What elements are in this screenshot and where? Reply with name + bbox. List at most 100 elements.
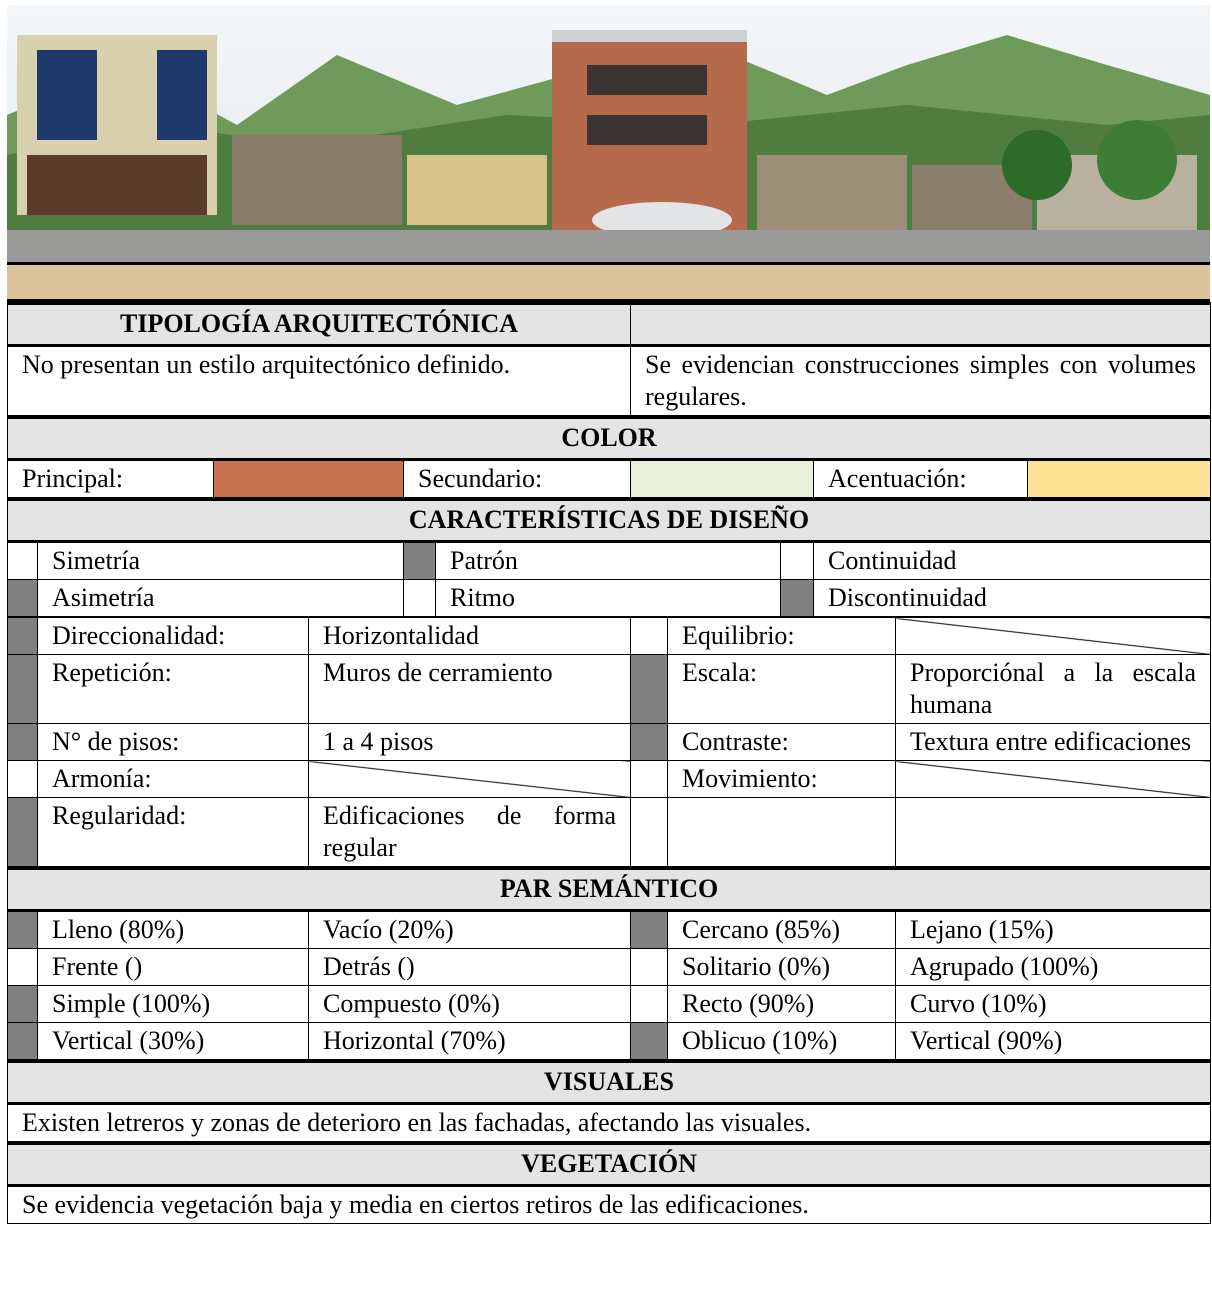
option-label: Simetría — [37, 541, 404, 580]
description: No presentan un estilo arquitectónico de… — [7, 345, 631, 416]
visuals-table: VISUALES Existen letreros y zonas de dete… — [7, 1060, 1211, 1142]
row: Repetición: Muros de cerramiento Escala: Pr… — [7, 654, 1211, 724]
row: Frente () Detrás () Solitario (0%) Agrupado… — [7, 948, 1212, 986]
design-table: CARACTERÍSTICAS DE DISEÑO Simetría Patrón C… — [6, 498, 1212, 617]
row: Direccionalidad: Horizontalidad Equilibrio… — [7, 617, 1211, 655]
color-table: COLOR Principal: Secundario: Acentuación: — [6, 416, 1212, 498]
attribute-label: Contraste: — [667, 723, 896, 761]
color-swatch — [1026, 459, 1212, 498]
pair-term: Vacío (20%) — [308, 910, 631, 949]
attribute-label: Regularidad: — [37, 797, 309, 867]
pair-term: Lleno (80%) — [37, 910, 309, 949]
pair-term: Frente () — [37, 948, 309, 986]
pair-term: Agrupado (100%) — [894, 948, 1212, 986]
attribute-label: Direccionalidad: — [37, 617, 309, 655]
attribute-label: Repetición: — [37, 654, 309, 724]
attribute-value: Edificaciones de forma regular — [308, 797, 631, 867]
attribute-label: Escala: — [667, 654, 896, 724]
checkbox — [630, 617, 668, 655]
checkbox — [7, 910, 38, 949]
description: Existen letreros y zonas de deterioro en… — [7, 1103, 1211, 1142]
pair-term: Vertical (30%) — [37, 1022, 309, 1060]
checkbox — [7, 797, 38, 867]
checkbox — [630, 797, 668, 867]
row: Simetría Patrón Continuidad — [7, 541, 1212, 580]
pair-term: Cercano (85%) — [667, 910, 896, 949]
section-header: PAR SEMÁNTICO — [6, 867, 1212, 912]
row: Simple (100%) Compuesto (0%) Recto (90%) Cu… — [7, 985, 1212, 1023]
section-header: CARACTERÍSTICAS DE DISEÑO — [6, 498, 1212, 543]
description: Se evidencia vegetación baja y media en … — [7, 1185, 1211, 1224]
option-label: Discontinuidad — [812, 579, 1212, 617]
pair-term: Recto (90%) — [667, 985, 896, 1023]
option-label: Ritmo — [435, 579, 781, 617]
attribute-value: Textura entre edificaciones — [895, 723, 1211, 761]
description: Se evidencian construcciones simples con… — [630, 345, 1211, 416]
empty-cell — [895, 797, 1211, 867]
color-band — [7, 262, 1210, 302]
attribute-label: Movimiento: — [667, 760, 896, 798]
row: Se evidencia vegetación baja y media en … — [7, 1185, 1211, 1224]
color-swatch — [213, 459, 404, 498]
row: Regularidad: Edificaciones de forma regul… — [7, 797, 1211, 867]
color-label: Acentuación: — [813, 459, 1028, 498]
checkbox — [403, 541, 436, 580]
row: Asimetría Ritmo Discontinuidad — [7, 579, 1212, 617]
attribute-value: 1 a 4 pisos — [308, 723, 631, 761]
row: Lleno (80%) Vacío (20%) Cercano (85%) Lejan… — [7, 910, 1212, 949]
checkbox — [7, 948, 38, 986]
checkbox — [630, 723, 668, 761]
checkbox — [630, 760, 668, 798]
checkbox — [630, 1022, 668, 1060]
pair-term: Curvo (10%) — [894, 985, 1212, 1023]
row: COLOR — [6, 416, 1212, 461]
row: N° de pisos: 1 a 4 pisos Contraste: Textura… — [7, 723, 1211, 761]
pair-term: Vertical (90%) — [894, 1022, 1212, 1060]
attribute-label: N° de pisos: — [37, 723, 309, 761]
attribute-label: Armonía: — [37, 760, 309, 798]
checkbox — [780, 541, 814, 580]
row: Armonía: Movimiento: — [7, 760, 1211, 798]
option-label: Asimetría — [37, 579, 404, 617]
attributes-table: Direccionalidad: Horizontalidad Equilibrio… — [7, 617, 1211, 867]
empty-cell — [667, 797, 896, 867]
checkbox — [7, 723, 38, 761]
pair-term: Simple (100%) — [37, 985, 309, 1023]
checkbox — [630, 654, 668, 724]
color-swatch — [630, 459, 814, 498]
crossed-cell — [895, 760, 1211, 798]
row: TIPOLOGÍA ARQUITECTÓNICA — [7, 302, 1211, 347]
semantic-table: PAR SEMÁNTICO Lleno (80%) Vacío (20%) Cerca… — [6, 867, 1212, 1060]
row: CARACTERÍSTICAS DE DISEÑO — [6, 498, 1212, 543]
section-header: VEGETACIÓN — [7, 1142, 1211, 1187]
attribute-label: Equilibrio: — [667, 617, 896, 655]
checkbox — [7, 541, 38, 580]
attribute-value: Proporciónal a la escala humana — [895, 654, 1211, 724]
option-label: Continuidad — [812, 541, 1212, 580]
checkbox — [7, 985, 38, 1023]
vegetation-table: VEGETACIÓN Se evidencia vegetación baja y… — [7, 1142, 1211, 1224]
pair-term: Compuesto (0%) — [308, 985, 631, 1023]
row: No presentan un estilo arquitectónico de… — [7, 345, 1211, 416]
row: Principal: Secundario: Acentuación: — [7, 459, 1212, 498]
row: PAR SEMÁNTICO — [6, 867, 1212, 912]
attribute-value: Horizontalidad — [308, 617, 631, 655]
color-label: Secundario: — [403, 459, 631, 498]
record-table: TIPOLOGÍA ARQUITECTÓNICA No presentan un … — [6, 302, 1212, 1224]
row: VEGETACIÓN — [7, 1142, 1211, 1187]
street-photo — [7, 5, 1210, 262]
checkbox — [403, 579, 436, 617]
row: VISUALES — [7, 1060, 1211, 1105]
checkbox — [630, 910, 668, 949]
pair-term: Oblicuo (10%) — [667, 1022, 896, 1060]
pair-term: Lejano (15%) — [894, 910, 1212, 949]
checkbox — [7, 654, 38, 724]
section-header: TIPOLOGÍA ARQUITECTÓNICA — [7, 302, 631, 347]
typology-table: TIPOLOGÍA ARQUITECTÓNICA No presentan un … — [7, 302, 1211, 416]
color-label: Principal: — [7, 459, 214, 498]
crossed-cell — [895, 617, 1211, 655]
pair-term: Solitario (0%) — [667, 948, 896, 986]
row: Vertical (30%) Horizontal (70%) Oblicuo (1… — [7, 1022, 1212, 1060]
checkbox — [630, 985, 668, 1023]
checkbox — [630, 948, 668, 986]
